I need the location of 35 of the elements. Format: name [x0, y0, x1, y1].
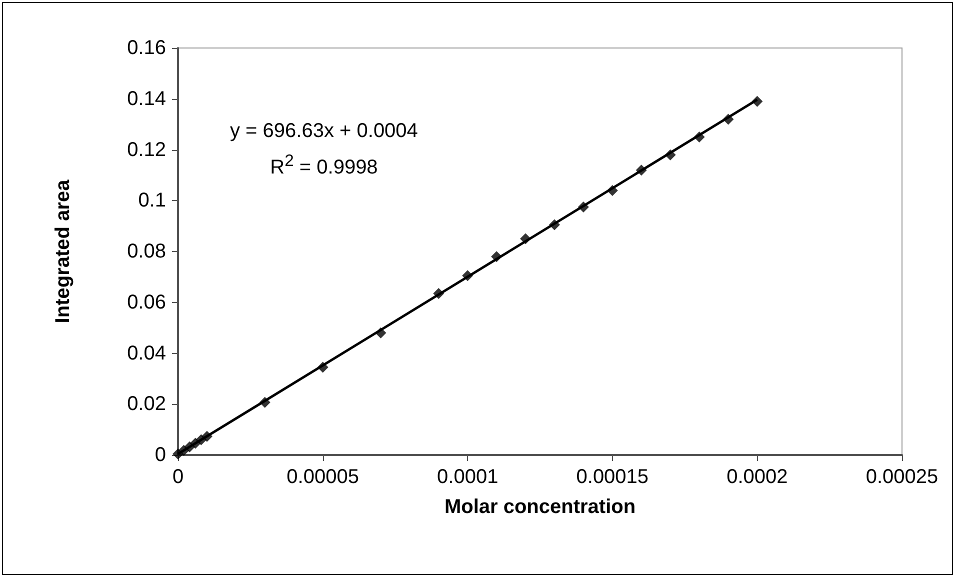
y-tick-label: 0.12	[127, 138, 166, 161]
point	[375, 327, 386, 338]
x-tick-label: 0	[172, 466, 184, 488]
y-tick-label: 0.14	[127, 88, 166, 110]
y-tick-label: 0.04	[127, 342, 166, 364]
point	[548, 219, 560, 230]
x-axis-title: Molar concentration	[444, 496, 636, 518]
annotation: y = 696.63x + 0.0004	[230, 119, 418, 144]
y-tick-label: 0	[154, 444, 166, 466]
x-tick-label: 0.00025	[866, 466, 938, 488]
x-tick-label: 0.00015	[576, 466, 649, 488]
point	[606, 184, 618, 196]
point	[636, 164, 647, 176]
point	[694, 132, 705, 143]
point	[520, 233, 532, 244]
point	[317, 362, 328, 373]
x-tick-label: 0.0002	[726, 466, 788, 488]
point	[259, 396, 270, 408]
y-tick-label: 0.16	[127, 37, 166, 59]
x-tick-label: 0.00005	[286, 466, 359, 488]
point	[462, 270, 474, 282]
y-tick-label: 0.08	[127, 240, 166, 262]
y-tick-label: 0.1	[138, 190, 166, 212]
y-axis-title: Integrated area	[52, 178, 74, 324]
point	[201, 430, 212, 442]
annotation: R$^{2}$ = 0.9998	[269, 150, 379, 181]
point	[722, 114, 734, 125]
point	[433, 288, 444, 299]
y-tick-label: 0.02	[127, 393, 166, 416]
point	[752, 96, 763, 107]
point	[664, 149, 676, 160]
y-tick-label: 0.06	[127, 291, 166, 314]
x-tick-label: 0.0001	[437, 466, 498, 488]
point	[491, 251, 502, 262]
point	[578, 201, 589, 212]
